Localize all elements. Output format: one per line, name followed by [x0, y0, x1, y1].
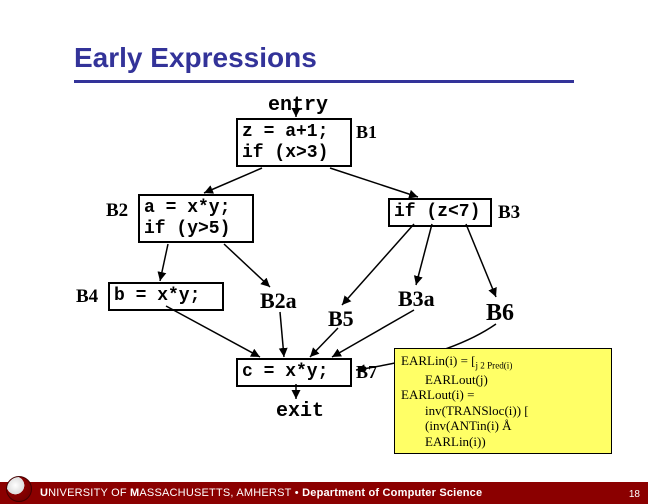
b5-label: B5 — [328, 306, 354, 332]
formula-line-0: EARLin(i) = [j 2 Pred(i) — [401, 353, 605, 372]
exit-label: exit — [276, 400, 324, 423]
formula-box: EARLin(i) = [j 2 Pred(i) EARLout(j) EARL… — [394, 348, 612, 454]
title-underline — [74, 80, 574, 83]
page-number: 18 — [629, 489, 640, 500]
b3a-label: B3a — [398, 286, 435, 312]
footer-bar: UNIVERSITY OF MASSACHUSETTS, AMHERST • D… — [0, 482, 648, 504]
formula-line-2: EARLout(i) = — [401, 387, 605, 403]
node-b4: b = x*y; — [108, 282, 224, 311]
entry-label: entry — [268, 94, 328, 117]
formula-line-1: EARLout(j) — [401, 372, 605, 388]
b2a-label: B2a — [260, 288, 297, 314]
b6-label: B6 — [486, 300, 514, 327]
node-b3: if (z<7) — [388, 198, 492, 227]
university-seal-icon — [6, 476, 32, 502]
node-b2: a = x*y; if (y>5) — [138, 194, 254, 243]
b7-label: B7 — [356, 362, 377, 383]
slide-title: Early Expressions — [74, 42, 317, 74]
node-b1: z = a+1; if (x>3) — [236, 118, 352, 167]
b4-label: B4 — [76, 286, 98, 308]
footer-text: UNIVERSITY OF MASSACHUSETTS, AMHERST • D… — [40, 487, 482, 499]
formula-line-5: EARLin(i)) — [401, 434, 605, 450]
slide: Early Expressions entry z = a+1; if (x>3… — [0, 0, 648, 504]
b1-label: B1 — [356, 122, 377, 143]
b2-label: B2 — [106, 200, 128, 222]
node-b7: c = x*y; — [236, 358, 352, 387]
b3-label: B3 — [498, 202, 520, 224]
formula-line-3: inv(TRANSloc(i)) [ — [401, 403, 605, 419]
formula-line-4: (inv(ANTin(i) Å — [401, 418, 605, 434]
